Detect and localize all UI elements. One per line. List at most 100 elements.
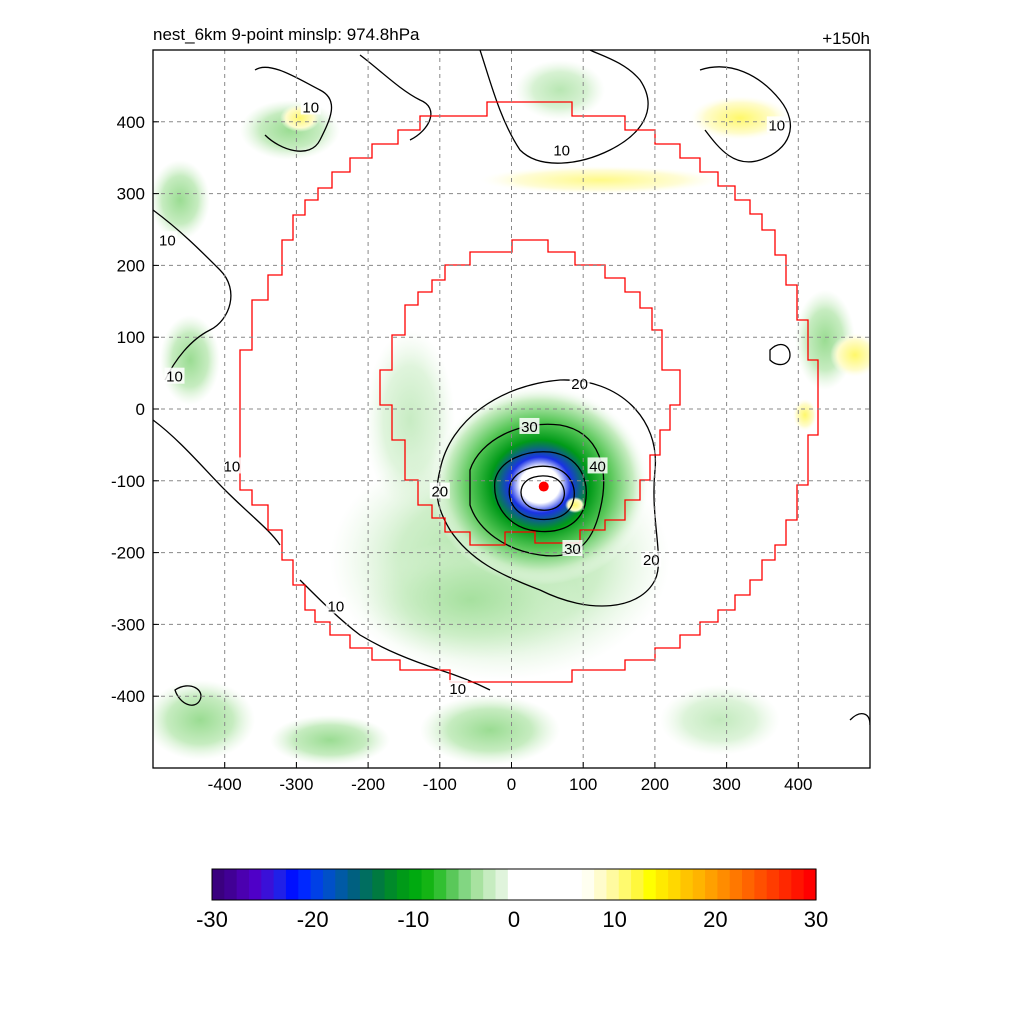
colorbar-tick-labels: -30 -20 -10 0 10 20 30 (196, 907, 828, 932)
colorbar-cell (729, 869, 743, 900)
colorbar-frame (211, 868, 817, 901)
colorbar-cell (557, 869, 571, 900)
x-tick-label: 400 (784, 775, 812, 794)
colorbar-cell (643, 869, 657, 900)
colorbar-cell (766, 869, 780, 900)
y-tick-label: -400 (111, 687, 145, 706)
contour-label-bg (641, 550, 662, 567)
contour-label: 10 (449, 681, 466, 698)
contour-label: 10 (302, 99, 319, 116)
colorbar-tick-label: -10 (397, 907, 429, 932)
patch-s (420, 695, 560, 765)
contour-20-outer (436, 379, 660, 607)
colorbar-tick-label: 10 (602, 907, 626, 932)
colorbar-cell (396, 869, 410, 900)
contour-label: 10 (224, 458, 241, 475)
colorbar-cell (581, 869, 595, 900)
colorbar-cell (372, 869, 386, 900)
contour-w (153, 209, 232, 381)
x-tick-label: -200 (351, 775, 385, 794)
x-tick-label: 100 (569, 775, 597, 794)
colorbar-cell (668, 869, 682, 900)
contour-label: 20 (571, 376, 588, 393)
colorbar-cells (212, 869, 817, 900)
storm-center-marker (538, 481, 549, 492)
colorbar: -30 -20 -10 0 10 20 30 (196, 868, 828, 932)
colorbar-cell (742, 869, 755, 900)
colorbar-cell (532, 869, 546, 900)
inner-nest-boundary (379, 239, 681, 546)
colorbar-cell (606, 869, 620, 900)
patch-se (660, 685, 780, 755)
forecast-hour-label: +150h (822, 29, 870, 48)
colorbar-cell (470, 869, 484, 900)
contour-label-bg (447, 680, 468, 697)
colorbar-cell (754, 869, 768, 900)
contour-label-bg (325, 597, 346, 614)
colorbar-cell (248, 869, 262, 900)
y-tick-label: -200 (111, 544, 145, 563)
contour-40 (494, 451, 587, 533)
colorbar-cell (655, 869, 669, 900)
y-tick-label: 200 (117, 256, 145, 275)
yellow-ne (690, 96, 790, 140)
y-tick-label: -300 (111, 615, 145, 634)
colorbar-cell (273, 869, 287, 900)
colorbar-tick-label: -20 (297, 907, 329, 932)
contour-label: 10 (159, 232, 176, 249)
contour-label: 10 (553, 143, 570, 160)
y-tick-label: 300 (117, 185, 145, 204)
patch-s2 (270, 715, 390, 765)
colorbar-cell (446, 869, 460, 900)
colorbar-cell (322, 869, 336, 900)
colorbar-cell (212, 869, 225, 900)
colorbar-cell (409, 869, 423, 900)
y-tick-label: 100 (117, 328, 145, 347)
colorbar-cell (483, 869, 497, 900)
colorbar-cell (544, 869, 558, 900)
colorbar-cell (594, 869, 608, 900)
yellow-e2 (793, 399, 817, 431)
colorbar-cell (791, 869, 805, 900)
colorbar-cell (298, 869, 312, 900)
colorbar-cell (224, 869, 238, 900)
contour-label: 20 (643, 552, 660, 569)
contour-label: 10 (166, 369, 183, 386)
colorbar-cell (705, 869, 718, 900)
colorbar-cell (520, 869, 534, 900)
colorbar-tick-label: -30 (196, 907, 228, 932)
colorbar-cell (458, 869, 472, 900)
contour-label: 10 (327, 598, 344, 615)
outer-nest-boundary (239, 101, 819, 683)
contour-label-bg (221, 457, 242, 474)
contour-eye-1 (508, 465, 575, 521)
colorbar-cell (310, 869, 324, 900)
patch-w1 (153, 160, 210, 240)
contour-w2 (153, 419, 281, 546)
contour-label-bg (587, 457, 608, 474)
colorbar-cell (618, 869, 632, 900)
colorbar-cell (384, 869, 398, 900)
colorbar-cell (261, 869, 275, 900)
colorbar-cell (803, 869, 817, 900)
contour-label: 30 (521, 419, 538, 436)
contour-e (769, 343, 791, 366)
x-axis: -400 -300 -200 -100 0 100 200 300 400 (208, 762, 812, 794)
colorbar-cell (495, 869, 509, 900)
colorbar-tick-label: 30 (804, 907, 828, 932)
contour-label-bg (569, 374, 590, 391)
colorbar-cell (692, 869, 706, 900)
contour-label: 30 (564, 541, 581, 558)
colorbar-cell (421, 869, 435, 900)
y-tick-label: 0 (136, 400, 145, 419)
colorbar-cell (433, 869, 447, 900)
contour-ne (699, 66, 791, 163)
y-tick-label: -100 (111, 472, 145, 491)
patch-sw (153, 680, 255, 760)
chart-title: nest_6km 9-point minslp: 974.8hPa (153, 25, 420, 44)
x-tick-label: -100 (423, 775, 457, 794)
patch-w2 (160, 315, 220, 405)
colorbar-cell (507, 869, 521, 900)
x-tick-label: -400 (208, 775, 242, 794)
